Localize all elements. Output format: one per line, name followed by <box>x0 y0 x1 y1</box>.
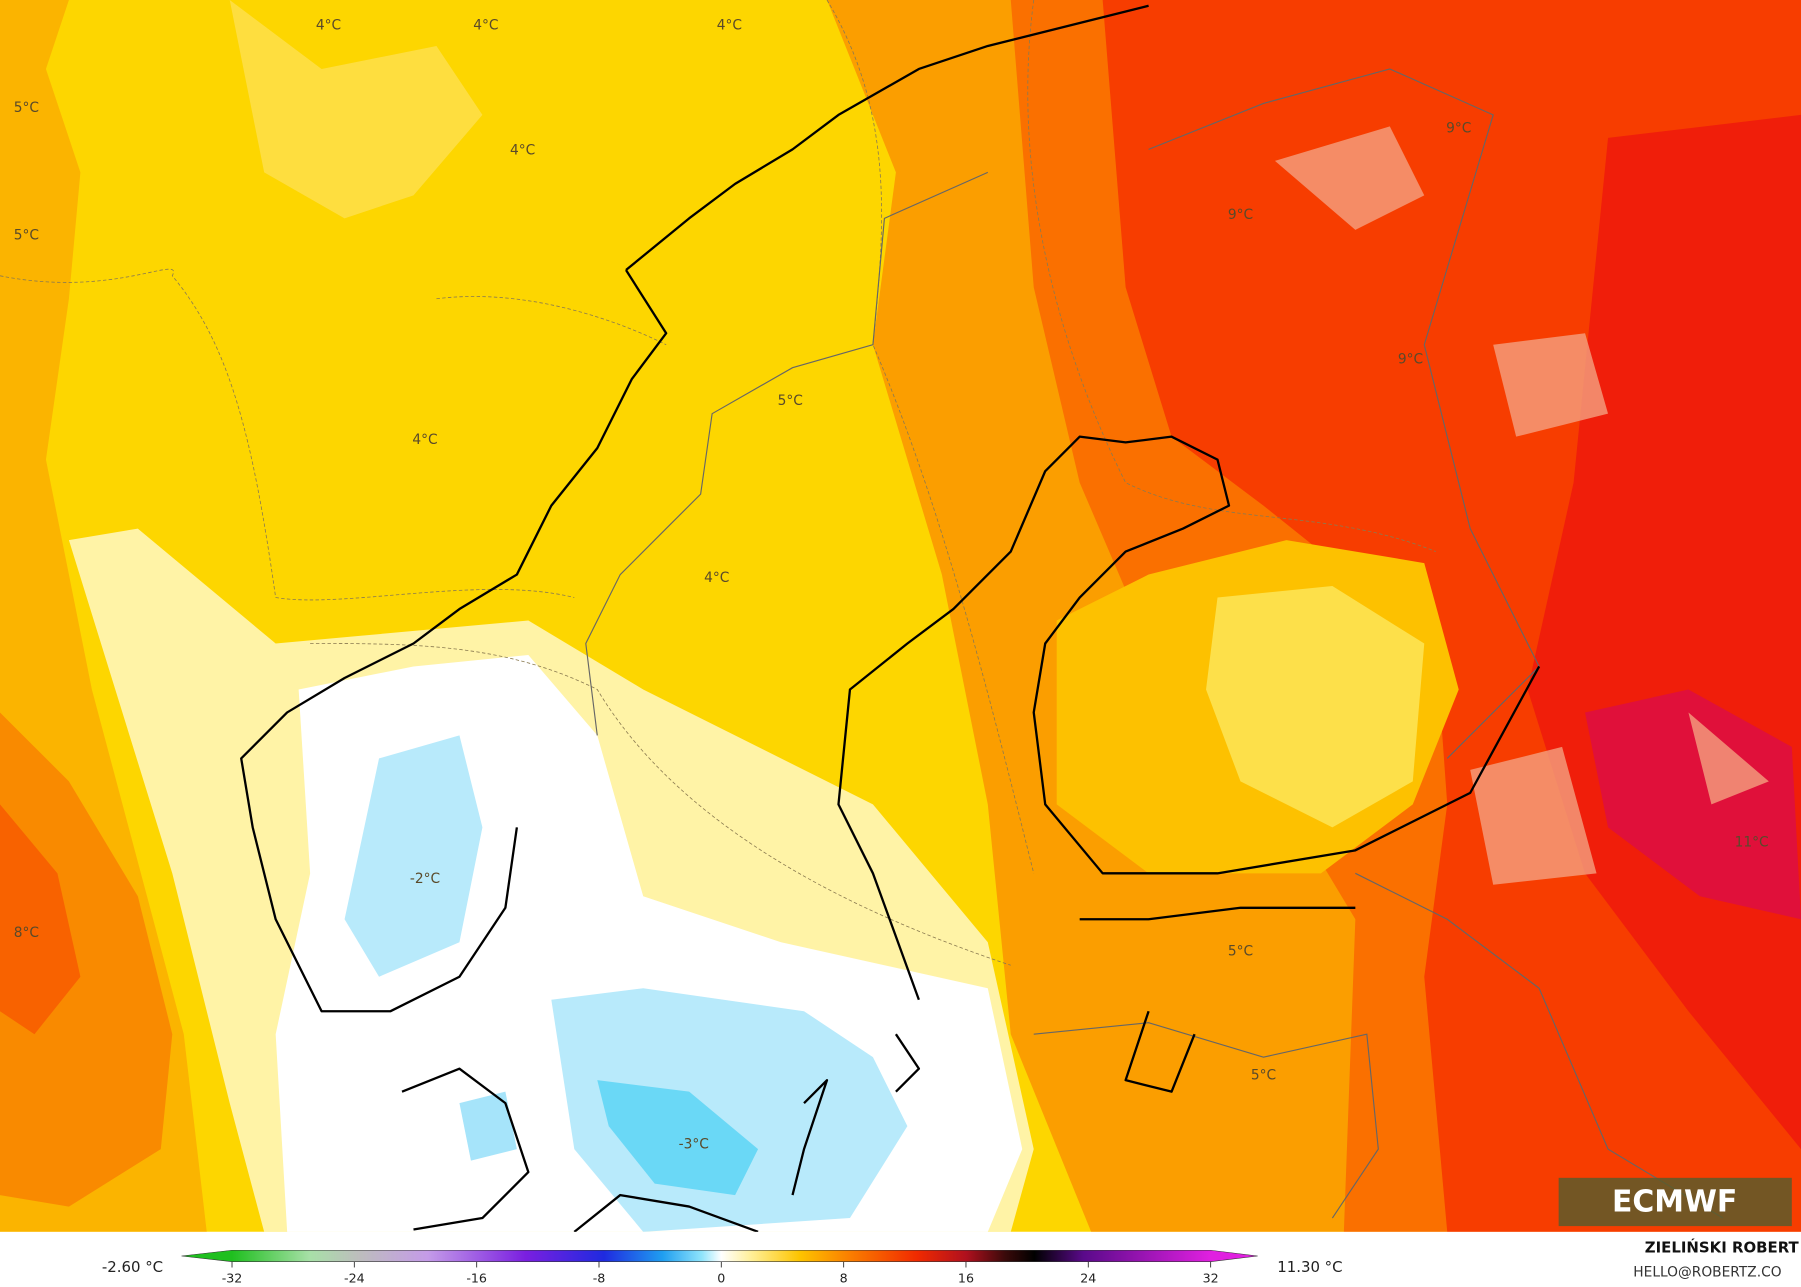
tick-label: -24 <box>344 1270 365 1285</box>
coastlines <box>240 4 1541 1233</box>
temperature-label: 4°C <box>412 432 437 448</box>
temperature-label: 5°C <box>778 393 803 409</box>
borders <box>585 68 1724 1219</box>
colorbar-min: -2.60 °C <box>102 1258 163 1276</box>
logo-box <box>1558 1177 1792 1227</box>
temperature-label: 4°C <box>473 17 498 33</box>
tick-label: 0 <box>717 1270 725 1285</box>
temperature-label: 9°C <box>1228 207 1253 223</box>
temperature-label: -3°C <box>679 1137 709 1153</box>
tick-label: 32 <box>1203 1270 1219 1285</box>
contact: HELLO@ROBERTZ.CO <box>1633 1265 1781 1281</box>
temperature-label: 5°C <box>1228 943 1253 959</box>
temperature-label: 4°C <box>704 570 729 586</box>
temperature-label: 8°C <box>14 925 39 941</box>
temperature-label: 11°C <box>1735 834 1769 850</box>
temperature-label: 9°C <box>1398 352 1423 368</box>
colorbar <box>181 1249 1258 1263</box>
temperature-label: 5°C <box>1251 1068 1276 1084</box>
logo: ECMWF <box>1612 1185 1737 1220</box>
temperature-field <box>0 0 1801 1232</box>
temperature-label: 5°C <box>14 100 39 116</box>
author: ZIELIŃSKI ROBERT <box>1645 1239 1800 1257</box>
colorbar-ticks: -32 -24 -16 -8 0 8 16 24 32 <box>222 1261 1219 1285</box>
temperature-label: -2°C <box>410 871 440 887</box>
tick-label: 24 <box>1080 1270 1096 1285</box>
tick-label: -32 <box>222 1270 243 1285</box>
isotherms <box>0 0 1436 966</box>
temperature-label: 4°C <box>510 143 535 159</box>
tick-label: 16 <box>958 1270 974 1285</box>
temperature-labels: 4°C 4°C 4°C 5°C 4°C 5°C 9°C 9°C 9°C 5°C 4°C 4°C -2°C… <box>14 17 1769 1152</box>
temperature-label: 4°C <box>316 17 341 33</box>
colorbar-max: 11.30 °C <box>1277 1258 1342 1276</box>
tick-label: -16 <box>466 1270 487 1285</box>
temperature-label: 5°C <box>14 228 39 244</box>
tick-label: -8 <box>593 1270 606 1285</box>
tick-label: 8 <box>840 1270 848 1285</box>
temperature-label: 9°C <box>1446 121 1471 137</box>
temperature-label: 4°C <box>717 17 742 33</box>
